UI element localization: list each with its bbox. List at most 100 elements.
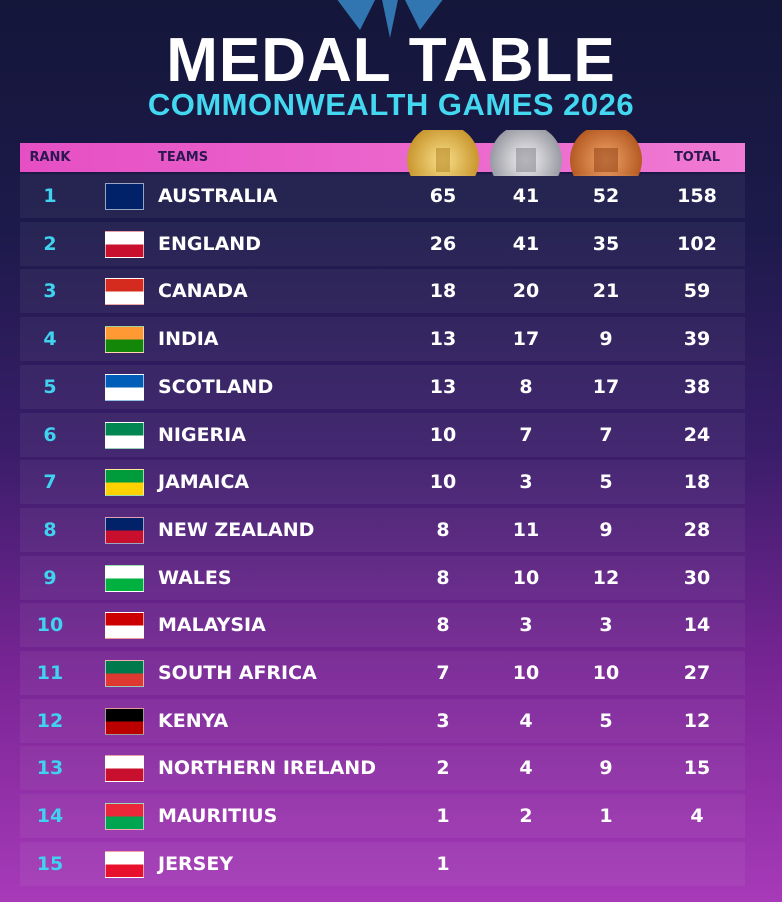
total-count: 15 bbox=[683, 757, 711, 780]
gold-count: 3 bbox=[436, 709, 450, 732]
total-count: 24 bbox=[683, 423, 711, 446]
rank: 14 bbox=[36, 805, 64, 828]
bronze-count: 5 bbox=[599, 471, 613, 494]
silver-count: 41 bbox=[512, 232, 540, 255]
bronze-count: 5 bbox=[599, 709, 613, 732]
bronze-count: 9 bbox=[599, 328, 613, 351]
bronze-count: 7 bbox=[599, 423, 613, 446]
logo bbox=[337, 0, 443, 38]
silver-count: 3 bbox=[519, 614, 533, 637]
silver-count: 3 bbox=[519, 471, 533, 494]
rank: 11 bbox=[36, 662, 64, 684]
flag bbox=[105, 564, 144, 592]
silver-count: 11 bbox=[512, 518, 540, 541]
team-name: MAURITIUS bbox=[158, 805, 278, 828]
flag bbox=[105, 803, 144, 831]
total-count: 27 bbox=[683, 662, 711, 684]
rank: 13 bbox=[36, 757, 64, 780]
bronze-count: 12 bbox=[592, 566, 620, 589]
gold-count: 10 bbox=[429, 423, 457, 446]
rank: 4 bbox=[43, 328, 57, 351]
total-count: 59 bbox=[683, 280, 711, 303]
gold-count: 65 bbox=[429, 185, 457, 207]
bronze-count: 1 bbox=[599, 805, 613, 828]
team-name: INDIA bbox=[158, 328, 219, 351]
total-count: 38 bbox=[683, 375, 711, 398]
gold-count: 13 bbox=[429, 328, 457, 351]
flag bbox=[105, 469, 144, 497]
total-count: 12 bbox=[683, 709, 711, 732]
silver-count: 4 bbox=[519, 709, 533, 732]
teams-header: TEAMS bbox=[158, 150, 209, 165]
flag bbox=[105, 850, 144, 878]
rank: 3 bbox=[43, 280, 57, 303]
total-count: 14 bbox=[683, 614, 711, 637]
team-name: JERSEY bbox=[158, 852, 234, 875]
bronze-count: 3 bbox=[599, 614, 613, 637]
rank: 7 bbox=[43, 471, 57, 494]
bronze-count: 9 bbox=[599, 518, 613, 541]
team-name: SCOTLAND bbox=[158, 375, 274, 398]
rank-header: RANK bbox=[29, 150, 71, 165]
team-name: JAMAICA bbox=[158, 471, 250, 494]
team-name: NORTHERN IRELAND bbox=[158, 757, 376, 780]
flag bbox=[105, 183, 144, 210]
gold-count: 10 bbox=[429, 471, 457, 494]
silver-count: 8 bbox=[519, 375, 533, 398]
silver-count: 2 bbox=[519, 805, 533, 828]
rank: 2 bbox=[43, 232, 57, 255]
subtitle: COMMONWEALTH GAMES 2026 bbox=[147, 87, 635, 122]
flag bbox=[105, 660, 144, 687]
flag bbox=[105, 421, 144, 449]
bronze-count: 17 bbox=[592, 375, 620, 398]
rank: 9 bbox=[43, 566, 57, 589]
flag bbox=[105, 612, 144, 640]
silver-count: 10 bbox=[512, 662, 540, 684]
gold-count: 26 bbox=[429, 232, 457, 255]
rank: 6 bbox=[43, 423, 57, 446]
team-name: SOUTH AFRICA bbox=[158, 662, 317, 684]
silver-count: 4 bbox=[519, 757, 533, 780]
team-name: AUSTRALIA bbox=[158, 185, 278, 207]
silver-count: 41 bbox=[512, 185, 540, 207]
team-name: KENYA bbox=[158, 709, 229, 732]
gold-count: 2 bbox=[436, 757, 450, 780]
rank: 1 bbox=[43, 185, 57, 207]
total-count: 102 bbox=[677, 232, 717, 255]
flag bbox=[105, 326, 144, 354]
team-name: WALES bbox=[158, 566, 232, 589]
total-count: 30 bbox=[683, 566, 711, 589]
team-name: ENGLAND bbox=[158, 232, 261, 255]
team-name: MALAYSIA bbox=[158, 614, 266, 637]
gold-count: 8 bbox=[436, 518, 450, 541]
gold-count: 1 bbox=[436, 805, 450, 828]
gold-count: 8 bbox=[436, 614, 450, 637]
total-count: 158 bbox=[677, 185, 717, 207]
team-name: NIGERIA bbox=[158, 423, 246, 446]
bronze-count: 10 bbox=[592, 662, 620, 684]
rank: 12 bbox=[36, 709, 64, 732]
bronze-count: 35 bbox=[592, 232, 620, 255]
gold-count: 8 bbox=[436, 566, 450, 589]
rank: 15 bbox=[36, 852, 64, 875]
team-name: NEW ZEALAND bbox=[158, 518, 315, 541]
flag bbox=[105, 373, 144, 401]
total-count: 18 bbox=[683, 471, 711, 494]
gold-count: 18 bbox=[429, 280, 457, 303]
title: MEDAL TABLE bbox=[166, 26, 616, 95]
bronze-count: 52 bbox=[592, 185, 620, 207]
silver-count: 7 bbox=[519, 423, 533, 446]
total-count: 28 bbox=[683, 518, 711, 541]
medal-icons bbox=[407, 130, 642, 176]
flag bbox=[105, 755, 144, 783]
silver-count: 10 bbox=[512, 566, 540, 589]
gold-count: 7 bbox=[436, 662, 450, 684]
rank: 10 bbox=[36, 614, 64, 637]
silver-count: 20 bbox=[512, 280, 540, 303]
flag bbox=[105, 707, 144, 735]
rank: 5 bbox=[43, 375, 57, 398]
gold-count: 13 bbox=[429, 375, 457, 398]
bronze-count: 9 bbox=[599, 757, 613, 780]
total-header: TOTAL bbox=[673, 150, 721, 165]
